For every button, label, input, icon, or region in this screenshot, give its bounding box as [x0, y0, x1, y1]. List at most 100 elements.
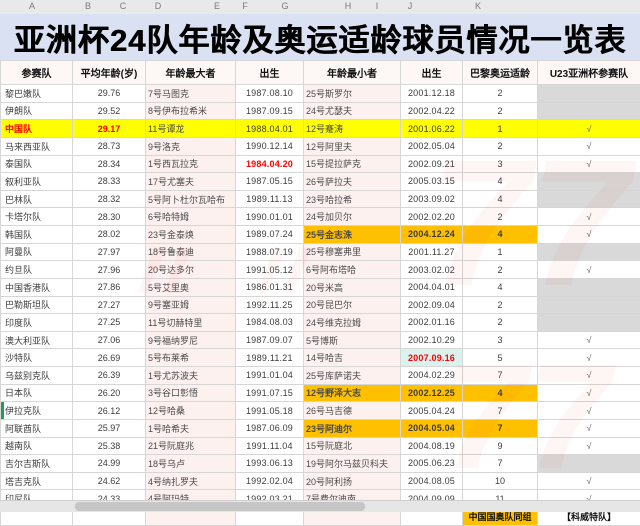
cell-team[interactable]: 叙利亚队	[1, 173, 73, 191]
cell-youngest-birth[interactable]: 2005.03.15	[401, 173, 463, 191]
cell-u23-participation[interactable]	[538, 102, 640, 120]
cell-youngest-birth[interactable]: 2002.02.20	[401, 208, 463, 226]
cell-youngest-birth[interactable]: 2004.05.04	[401, 419, 463, 437]
cell-oldest-birth[interactable]: 1993.06.13	[236, 455, 304, 473]
cell-youngest-player[interactable]: 26号萨拉夫	[304, 173, 401, 191]
cell-team[interactable]: 泰国队	[1, 155, 73, 173]
cell-oldest-player[interactable]: 21号阮庭兆	[146, 437, 236, 455]
cell-youngest-player[interactable]: 12号蹇涛	[304, 120, 401, 138]
cell-youngest-player[interactable]: 12号阿里夫	[304, 137, 401, 155]
cell-paris-eligible-count[interactable]: 7	[463, 419, 538, 437]
cell-u23-participation[interactable]	[538, 190, 640, 208]
column-letter-H[interactable]: H	[345, 1, 352, 11]
cell-u23-participation[interactable]: √	[538, 384, 640, 402]
cell-u23-participation[interactable]	[538, 296, 640, 314]
cell-youngest-player[interactable]: 20号米高	[304, 278, 401, 296]
cell-team[interactable]: 中国香港队	[1, 278, 73, 296]
cell-team[interactable]: 伊朗队	[1, 102, 73, 120]
cell-paris-eligible-count[interactable]: 2	[463, 208, 538, 226]
cell-team[interactable]: 马来西亚队	[1, 137, 73, 155]
cell-team[interactable]: 沙特队	[1, 349, 73, 367]
cell-oldest-birth[interactable]: 1991.01.04	[236, 367, 304, 385]
cell-u23-participation[interactable]: √	[538, 331, 640, 349]
cell-avg-age[interactable]: 29.76	[73, 85, 146, 103]
column-letter-E[interactable]: E	[214, 1, 220, 11]
cell-u23-participation[interactable]: √	[538, 137, 640, 155]
cell-oldest-birth[interactable]: 1984.04.20	[236, 155, 304, 173]
cell-oldest-birth[interactable]: 1988.07.19	[236, 243, 304, 261]
cell-avg-age[interactable]: 29.17	[73, 120, 146, 138]
cell-youngest-player[interactable]: 23号哈拉希	[304, 190, 401, 208]
cell-team[interactable]: 日本队	[1, 384, 73, 402]
cell-u23-participation[interactable]	[538, 455, 640, 473]
cell-avg-age[interactable]: 25.97	[73, 419, 146, 437]
cell-avg-age[interactable]: 29.52	[73, 102, 146, 120]
cell-youngest-player[interactable]: 20号昆巴尔	[304, 296, 401, 314]
scrollbar-thumb[interactable]	[75, 502, 365, 511]
cell-youngest-player[interactable]: 15号提拉萨克	[304, 155, 401, 173]
cell-avg-age[interactable]: 28.33	[73, 173, 146, 191]
cell-youngest-player[interactable]: 14号哈吉	[304, 349, 401, 367]
cell-team[interactable]: 吉尔吉斯队	[1, 455, 73, 473]
cell-paris-eligible-count[interactable]: 3	[463, 331, 538, 349]
cell-paris-eligible-count[interactable]: 2	[463, 137, 538, 155]
cell-paris-eligible-count[interactable]: 4	[463, 384, 538, 402]
cell-youngest-player[interactable]: 24号加贝尔	[304, 208, 401, 226]
cell-u23-participation[interactable]: √	[538, 120, 640, 138]
cell-youngest-birth[interactable]: 2002.09.21	[401, 155, 463, 173]
cell-youngest-birth[interactable]: 2004.08.19	[401, 437, 463, 455]
cell-oldest-birth[interactable]: 1991.05.12	[236, 261, 304, 279]
cell-youngest-birth[interactable]: 2001.11.27	[401, 243, 463, 261]
cell-oldest-birth[interactable]: 1987.08.10	[236, 85, 304, 103]
cell-paris-eligible-count[interactable]: 1	[463, 243, 538, 261]
cell-youngest-birth[interactable]: 2002.09.04	[401, 296, 463, 314]
cell-youngest-birth[interactable]: 2002.05.04	[401, 137, 463, 155]
cell-youngest-player[interactable]: 15号阮庭北	[304, 437, 401, 455]
cell-avg-age[interactable]: 27.96	[73, 261, 146, 279]
cell-paris-eligible-count[interactable]: 7	[463, 402, 538, 420]
cell-oldest-player[interactable]: 17号尤塞夫	[146, 173, 236, 191]
cell-paris-eligible-count[interactable]: 4	[463, 226, 538, 244]
cell-youngest-birth[interactable]: 2001.12.18	[401, 85, 463, 103]
cell-oldest-birth[interactable]: 1987.05.15	[236, 173, 304, 191]
cell-team[interactable]: 乌兹别克队	[1, 367, 73, 385]
cell-oldest-birth[interactable]: 1987.09.15	[236, 102, 304, 120]
cell-paris-eligible-count[interactable]: 2	[463, 314, 538, 332]
cell-team[interactable]: 阿联酋队	[1, 419, 73, 437]
cell-youngest-birth[interactable]: 2002.04.22	[401, 102, 463, 120]
cell-oldest-player[interactable]: 5号阿卜杜尔瓦哈布	[146, 190, 236, 208]
cell-avg-age[interactable]: 28.30	[73, 208, 146, 226]
cell-avg-age[interactable]: 26.12	[73, 402, 146, 420]
cell-oldest-birth[interactable]: 1987.06.09	[236, 419, 304, 437]
cell-youngest-player[interactable]: 25号斯罗尔	[304, 85, 401, 103]
cell-oldest-birth[interactable]: 1991.07.15	[236, 384, 304, 402]
cell-avg-age[interactable]: 27.27	[73, 296, 146, 314]
cell-oldest-birth[interactable]: 1992.11.25	[236, 296, 304, 314]
cell-u23-participation[interactable]: √	[538, 437, 640, 455]
cell-u23-participation[interactable]: √	[538, 472, 640, 490]
cell-oldest-player[interactable]: 1号西瓦拉克	[146, 155, 236, 173]
cell-team[interactable]: 阿曼队	[1, 243, 73, 261]
cell-u23-participation[interactable]	[538, 85, 640, 103]
column-letter-A[interactable]: A	[29, 1, 35, 11]
cell-team[interactable]: 约旦队	[1, 261, 73, 279]
cell-team[interactable]: 中国队	[1, 120, 73, 138]
cell-youngest-player[interactable]: 25号穆塞弗里	[304, 243, 401, 261]
cell-u23-participation[interactable]	[538, 314, 640, 332]
cell-team[interactable]: 卡塔尔队	[1, 208, 73, 226]
cell-u23-participation[interactable]: √	[538, 226, 640, 244]
cell-oldest-player[interactable]: 4号纳扎罗夫	[146, 472, 236, 490]
cell-avg-age[interactable]: 28.02	[73, 226, 146, 244]
cell-team[interactable]: 越南队	[1, 437, 73, 455]
cell-team[interactable]: 澳大利亚队	[1, 331, 73, 349]
cell-youngest-player[interactable]: 5号博斯	[304, 331, 401, 349]
cell-oldest-birth[interactable]: 1987.09.07	[236, 331, 304, 349]
cell-avg-age[interactable]: 28.34	[73, 155, 146, 173]
cell-oldest-player[interactable]: 9号塞亚姆	[146, 296, 236, 314]
cell-team[interactable]: 黎巴嫩队	[1, 85, 73, 103]
cell-avg-age[interactable]: 28.32	[73, 190, 146, 208]
cell-youngest-birth[interactable]: 2005.06.23	[401, 455, 463, 473]
cell-u23-participation[interactable]: √	[538, 155, 640, 173]
cell-paris-eligible-count[interactable]: 2	[463, 261, 538, 279]
cell-u23-participation[interactable]: √	[538, 261, 640, 279]
